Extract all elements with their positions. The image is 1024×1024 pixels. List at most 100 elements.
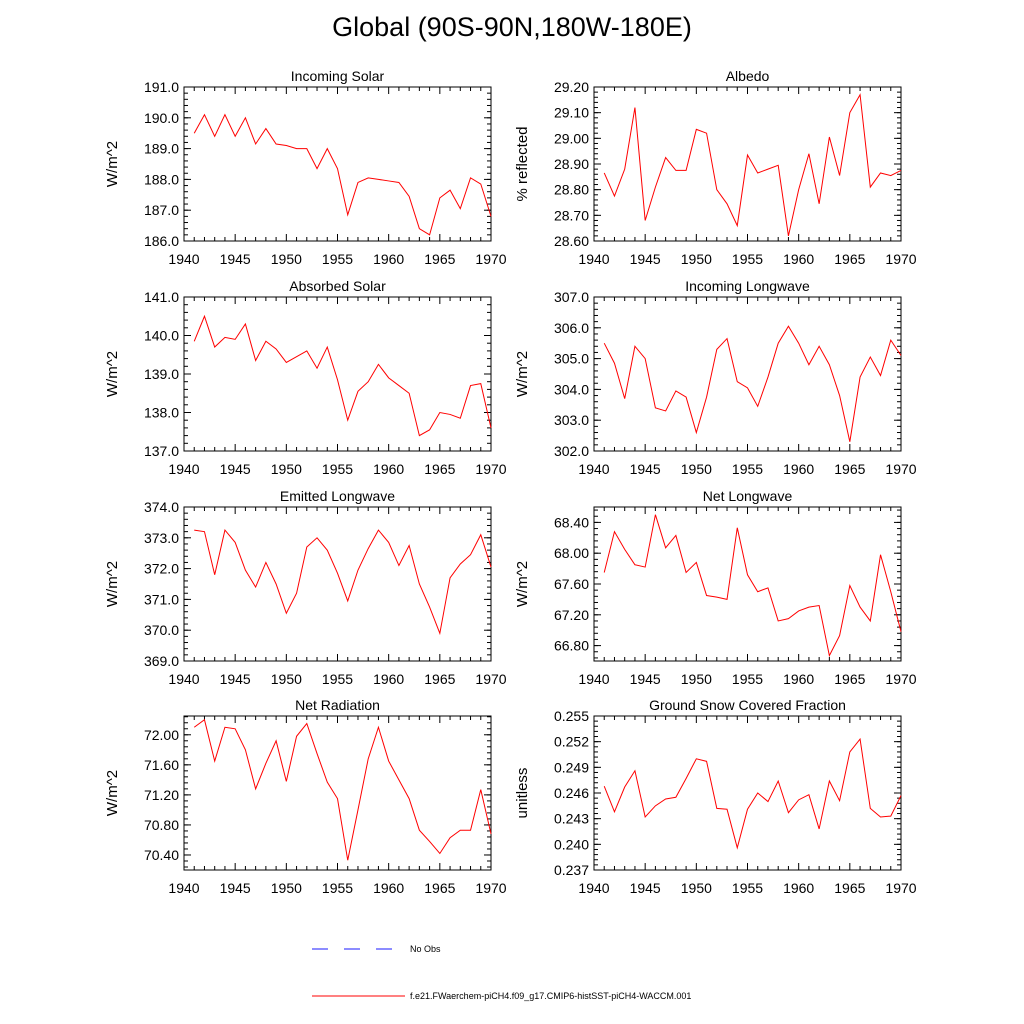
y-tick-label: 28.70 — [554, 207, 589, 223]
y-tick-label: 306.0 — [554, 320, 589, 336]
y-tick-label: 369.0 — [144, 653, 179, 669]
y-tick-label: 71.60 — [144, 757, 179, 773]
chart-panel-6: Net Longwave W/m^2 1940 1945 1950 1955 1960 196… — [514, 488, 917, 687]
x-tick-label: 1965 — [424, 461, 455, 477]
x-tick-label: 1950 — [681, 461, 712, 477]
x-tick-label: 1945 — [220, 251, 251, 267]
y-tick-label: 370.0 — [144, 622, 179, 638]
y-tick-label: 186.0 — [144, 233, 179, 249]
x-tick-label: 1965 — [834, 880, 865, 896]
y-tick-label: 141.0 — [144, 289, 179, 305]
y-tick-label: 139.0 — [144, 366, 179, 382]
y-tick-label: 0.243 — [554, 811, 589, 827]
legend: No Obs f.e21.FWaerchem-piCH4.f09_g17.CMIP… — [312, 944, 691, 1001]
x-tick-label: 1945 — [630, 461, 661, 477]
y-tick-label: 187.0 — [144, 202, 179, 218]
x-tick-label: 1965 — [834, 251, 865, 267]
x-tick-label: 1970 — [475, 251, 506, 267]
y-tick-label: 374.0 — [144, 499, 179, 515]
x-tick-label: 1950 — [681, 251, 712, 267]
series-line — [193, 718, 492, 861]
y-axis-label: unitless — [514, 768, 531, 819]
y-tick-label: 138.0 — [144, 405, 179, 421]
chart-title: Albedo — [726, 68, 770, 84]
y-tick-label: 140.0 — [144, 328, 179, 344]
y-tick-label: 137.0 — [144, 443, 179, 459]
y-tick-label: 371.0 — [144, 591, 179, 607]
y-tick-label: 0.249 — [554, 759, 589, 775]
x-tick-label: 1945 — [220, 671, 251, 687]
x-tick-label: 1945 — [220, 461, 251, 477]
y-tick-label: 28.90 — [554, 156, 589, 172]
chart-panel-5: Emitted Longwave W/m^2 1940 1945 1950 1955 196… — [104, 488, 507, 687]
chart-title: Absorbed Solar — [289, 278, 386, 294]
chart-panel-2: Albedo % reflected 1940 1945 1950 1955 1960 196… — [514, 68, 917, 267]
x-tick-label: 1955 — [732, 461, 763, 477]
x-tick-label: 1955 — [322, 880, 353, 896]
plot-frame — [183, 86, 492, 242]
chart-title: Incoming Solar — [291, 68, 385, 84]
y-tick-label: 372.0 — [144, 561, 179, 577]
y-tick-label: 29.20 — [554, 79, 589, 95]
x-tick-label: 1940 — [168, 880, 199, 896]
y-tick-label: 191.0 — [144, 79, 179, 95]
y-tick-label: 68.00 — [554, 545, 589, 561]
x-tick-label: 1945 — [630, 251, 661, 267]
x-tick-label: 1965 — [424, 251, 455, 267]
x-tick-label: 1940 — [578, 880, 609, 896]
y-tick-label: 189.0 — [144, 141, 179, 157]
x-tick-label: 1970 — [475, 671, 506, 687]
x-tick-label: 1950 — [271, 461, 302, 477]
y-tick-label: 304.0 — [554, 381, 589, 397]
chart-panel-4: Incoming Longwave W/m^2 1940 1945 1950 1955 19… — [514, 278, 917, 477]
plot-frame — [593, 506, 902, 662]
x-tick-label: 1965 — [424, 880, 455, 896]
x-tick-label: 1970 — [885, 251, 916, 267]
x-tick-label: 1970 — [475, 880, 506, 896]
y-axis-label: W/m^2 — [104, 141, 121, 187]
x-tick-label: 1955 — [322, 671, 353, 687]
series-line — [193, 113, 492, 236]
x-tick-label: 1950 — [681, 671, 712, 687]
chart-panel-1: Incoming Solar W/m^2 1940 1945 1950 1955 1960 1… — [104, 68, 507, 267]
series-line — [194, 529, 492, 636]
y-tick-label: 0.252 — [554, 734, 589, 750]
x-tick-label: 1955 — [732, 671, 763, 687]
chart-panel-7: Net Radiation W/m^2 1940 1945 1950 1955 1960 19… — [104, 697, 507, 896]
x-tick-label: 1950 — [271, 880, 302, 896]
chart-panel-8: Ground Snow Covered Fraction unitless 1940… — [514, 697, 917, 896]
x-tick-label: 1940 — [578, 671, 609, 687]
x-tick-label: 1940 — [578, 251, 609, 267]
x-tick-label: 1960 — [373, 461, 404, 477]
x-tick-label: 1940 — [168, 461, 199, 477]
chart-title: Net Radiation — [295, 697, 380, 713]
x-tick-label: 1950 — [271, 671, 302, 687]
y-tick-label: 29.00 — [554, 130, 589, 146]
y-tick-label: 70.80 — [144, 817, 179, 833]
chart-panel-3: Absorbed Solar W/m^2 1940 1945 1950 1955 1960 1… — [104, 278, 507, 477]
plot-frame — [183, 296, 492, 452]
x-tick-label: 1955 — [732, 880, 763, 896]
y-tick-label: 66.80 — [554, 638, 589, 654]
y-axis-label: W/m^2 — [104, 561, 121, 607]
y-tick-label: 67.60 — [554, 576, 589, 592]
chart-title: Emitted Longwave — [280, 488, 395, 504]
y-tick-label: 67.20 — [554, 607, 589, 623]
plot-frame — [183, 506, 492, 662]
x-tick-label: 1970 — [885, 461, 916, 477]
y-tick-label: 70.40 — [144, 847, 179, 863]
y-tick-label: 190.0 — [144, 110, 179, 126]
y-tick-label: 28.80 — [554, 182, 589, 198]
x-tick-label: 1960 — [783, 251, 814, 267]
chart-title: Net Longwave — [703, 488, 793, 504]
y-tick-label: 29.10 — [554, 105, 589, 121]
y-axis-label: W/m^2 — [104, 770, 121, 816]
x-tick-label: 1960 — [373, 251, 404, 267]
y-tick-label: 303.0 — [554, 412, 589, 428]
y-tick-label: 307.0 — [554, 289, 589, 305]
x-tick-label: 1960 — [783, 880, 814, 896]
x-tick-label: 1960 — [783, 461, 814, 477]
legend-model-label: f.e21.FWaerchem-piCH4.f09_g17.CMIP6-hist… — [410, 991, 691, 1001]
y-tick-label: 305.0 — [554, 351, 589, 367]
